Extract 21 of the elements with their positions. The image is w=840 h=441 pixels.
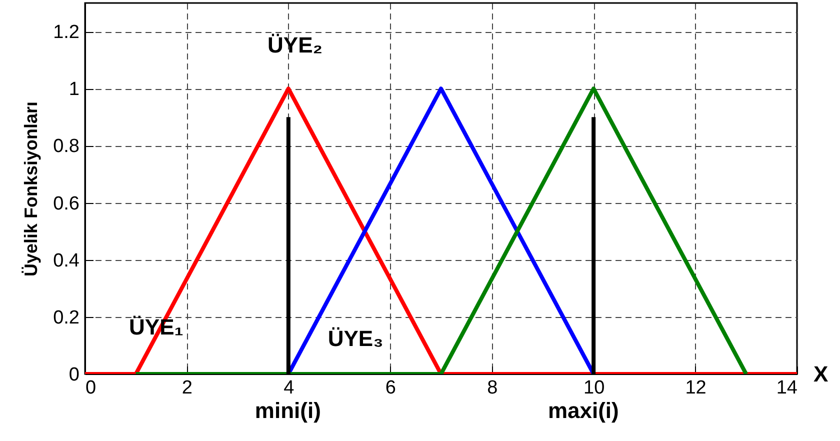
- y-tick-label: 1: [68, 79, 80, 100]
- y-tick-label: 0.6: [53, 193, 80, 214]
- y-axis-title: Üyelik Fonksiyonları: [21, 101, 42, 277]
- annotation: ÜYE₃: [328, 326, 384, 351]
- y-tick-label: 0.2: [53, 307, 80, 328]
- y-tick-label: 0.4: [53, 250, 80, 272]
- x-tick-label: 0: [86, 378, 96, 398]
- y-tick-label: 0: [68, 364, 80, 386]
- text: maxi(i): [548, 398, 619, 424]
- x-axis-title: X: [814, 362, 828, 386]
- x-tick-label: 2: [182, 378, 193, 398]
- y-tick-label: 0.8: [53, 136, 80, 158]
- y-tick-label: 1.2: [53, 22, 80, 44]
- x-tick-label: 12: [685, 378, 706, 398]
- annotation: ÜYE₂: [268, 32, 323, 58]
- x-tick-label: 4: [284, 378, 295, 398]
- x-tick-label: 10: [584, 378, 605, 398]
- text: mini(i): [254, 398, 321, 424]
- x-tick-label: 8: [487, 378, 498, 398]
- x-tick-label: 6: [385, 378, 396, 398]
- x-tick-label: 14: [776, 378, 798, 398]
